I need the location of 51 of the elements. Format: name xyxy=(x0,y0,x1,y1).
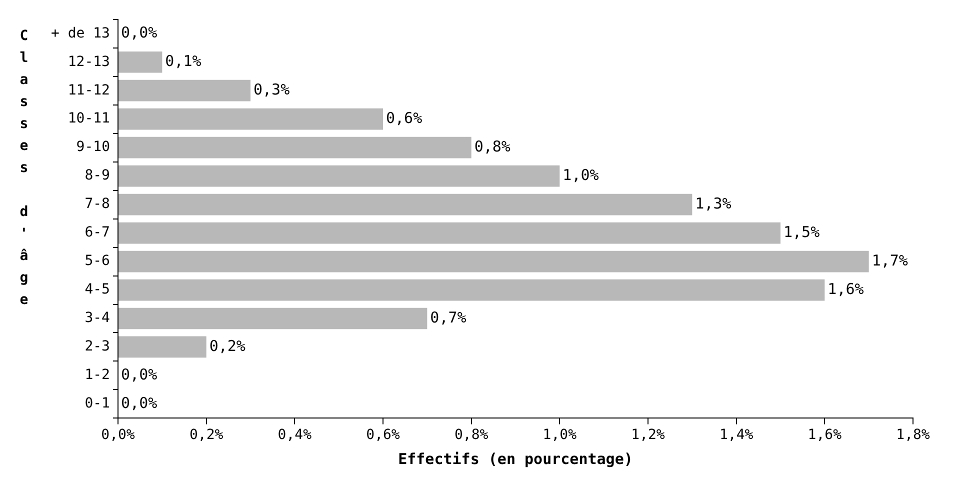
bar xyxy=(118,279,825,301)
y-tick-label: 1-2 xyxy=(84,367,110,384)
bar xyxy=(118,80,250,102)
data-label: 1,0% xyxy=(562,166,599,184)
x-tick-label: 0,4% xyxy=(278,427,312,444)
data-label: 1,6% xyxy=(828,280,864,298)
data-label: 0,8% xyxy=(474,137,510,156)
x-tick-label: 0,8% xyxy=(454,427,489,444)
bar xyxy=(118,336,206,358)
x-tick-label: 0,2% xyxy=(189,427,224,444)
x-tick-label: 1,6% xyxy=(808,427,842,444)
data-label: 1,7% xyxy=(872,251,908,270)
data-label: 1,3% xyxy=(695,194,732,212)
y-tick-label: 3-4 xyxy=(84,310,110,326)
y-tick-label: + de 13 xyxy=(50,25,110,42)
data-label: 1,5% xyxy=(784,222,820,241)
data-label: 0,6% xyxy=(386,108,422,127)
y-tick-label: 9-10 xyxy=(76,139,110,156)
y-tick-label: 8-9 xyxy=(84,168,110,184)
y-tick-label: 11-12 xyxy=(68,82,110,98)
y-tick-label: 6-7 xyxy=(84,224,110,241)
data-label: 0,3% xyxy=(254,80,290,99)
y-tick-label: 0-1 xyxy=(84,396,110,412)
data-label: 0,0% xyxy=(121,365,158,384)
data-label: 0,7% xyxy=(430,308,466,326)
x-tick-label: 0,6% xyxy=(366,427,400,444)
y-tick-label: 5-6 xyxy=(84,253,110,270)
x-tick-label: 1,4% xyxy=(719,427,754,444)
data-label: 0,0% xyxy=(121,24,158,42)
y-tick-label: 10-11 xyxy=(68,110,110,127)
x-tick-label: 0,0% xyxy=(101,427,136,444)
bar xyxy=(118,51,162,73)
y-axis-title: Classes d'âge xyxy=(16,28,32,314)
x-tick-label: 1,0% xyxy=(542,427,578,444)
y-tick-label: 2-3 xyxy=(84,338,110,355)
y-tick-label: 4-5 xyxy=(84,282,110,298)
data-label: 0,1% xyxy=(165,52,202,70)
y-tick-label: 7-8 xyxy=(84,196,110,212)
data-label: 0,2% xyxy=(209,336,246,355)
bar xyxy=(118,136,472,158)
x-tick-label: 1,2% xyxy=(631,427,666,444)
bar xyxy=(118,194,692,216)
bar xyxy=(118,222,780,244)
bar xyxy=(118,108,383,130)
bar xyxy=(118,308,428,330)
bar xyxy=(118,165,560,187)
x-axis-title: Effectifs (en pourcentage) xyxy=(398,450,633,468)
x-tick-label: 1,8% xyxy=(896,427,930,444)
y-tick-label: 12-13 xyxy=(68,54,110,70)
bar xyxy=(118,250,869,272)
data-label: 0,0% xyxy=(121,394,158,412)
